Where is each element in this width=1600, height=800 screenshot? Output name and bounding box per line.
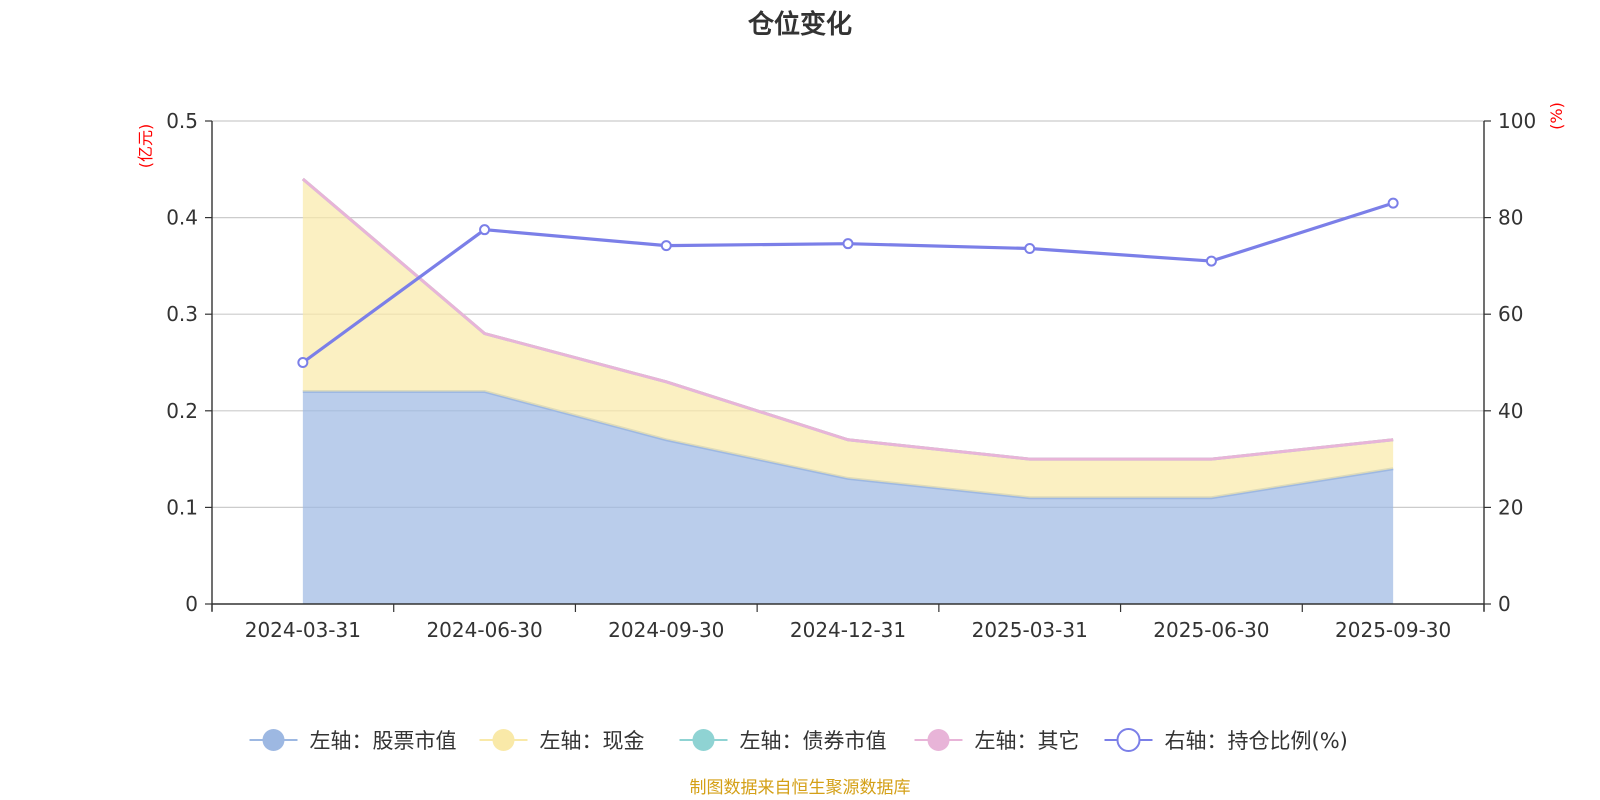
legend-item-1: 左轴：现金 [479,729,645,753]
left-tick-label: 0.4 [166,206,198,230]
stacked-areas [301,177,1394,604]
legend-item-4: 右轴：持仓比例(%) [1104,728,1348,753]
legend-item-0: 左轴：股票市值 [249,729,457,753]
axes: 0 0.1 0.2 0.3 0.4 0.5 0 20 40 60 80 100 2024-03-31 20… [166,109,1536,642]
legend-marker [927,729,950,751]
right-tick-label: 20 [1498,495,1523,519]
right-tick-label: 40 [1498,399,1523,423]
left-axis-unit: (亿元) [136,124,155,169]
area-series-0 [302,391,1394,604]
right-axis-unit: (%) [1547,102,1566,130]
legend-label: 右轴：持仓比例(%) [1165,729,1348,753]
area-edge-series-3 [301,177,1394,461]
legend-marker [1116,728,1141,752]
ratio-point [842,238,854,250]
x-tick-label: 2024-12-31 [790,618,906,642]
x-tick-label: 2025-09-30 [1335,618,1451,642]
left-tick-label: 0.5 [166,109,198,133]
ratio-point [1387,197,1399,209]
legend-label: 左轴：现金 [540,729,645,753]
x-tick-label: 2024-06-30 [426,618,542,642]
ratio-point [1205,255,1217,267]
legend-label: 左轴：债券市值 [740,729,887,753]
ratio-point [479,224,491,236]
left-tick-label: 0.1 [166,495,198,519]
source-note: 制图数据来自恒生聚源数据库 [690,778,911,798]
ratio-point [660,240,672,252]
x-tick-label: 2024-09-30 [608,618,724,642]
chart-title: 仓位变化 [747,9,852,40]
right-tick-label: 100 [1498,109,1536,133]
ratio-line [297,197,1399,368]
right-tick-label: 80 [1498,206,1523,230]
right-tick-label: 0 [1498,592,1511,616]
legend-item-2: 左轴：债券市值 [679,729,887,753]
legend-label: 左轴：股票市值 [310,729,457,753]
area-series-1 [302,178,1394,498]
legend-item-3: 左轴：其它 [914,729,1080,753]
legend: 左轴：股票市值 左轴：现金 左轴：债券市值 左轴：其它 右轴：持仓比例(%) [249,728,1348,753]
legend-marker [262,729,285,751]
legend-marker [692,729,715,751]
left-tick-label: 0 [185,592,198,616]
x-tick-label: 2024-03-31 [245,618,361,642]
ratio-point [1024,243,1036,255]
left-tick-label: 0.3 [166,302,198,326]
ratio-point [297,357,309,368]
x-tick-label: 2025-03-31 [972,618,1088,642]
legend-label: 左轴：其它 [975,729,1080,753]
legend-marker [492,729,515,751]
right-tick-label: 60 [1498,302,1523,326]
x-tick-label: 2025-06-30 [1153,618,1269,642]
left-tick-label: 0.2 [166,399,198,423]
